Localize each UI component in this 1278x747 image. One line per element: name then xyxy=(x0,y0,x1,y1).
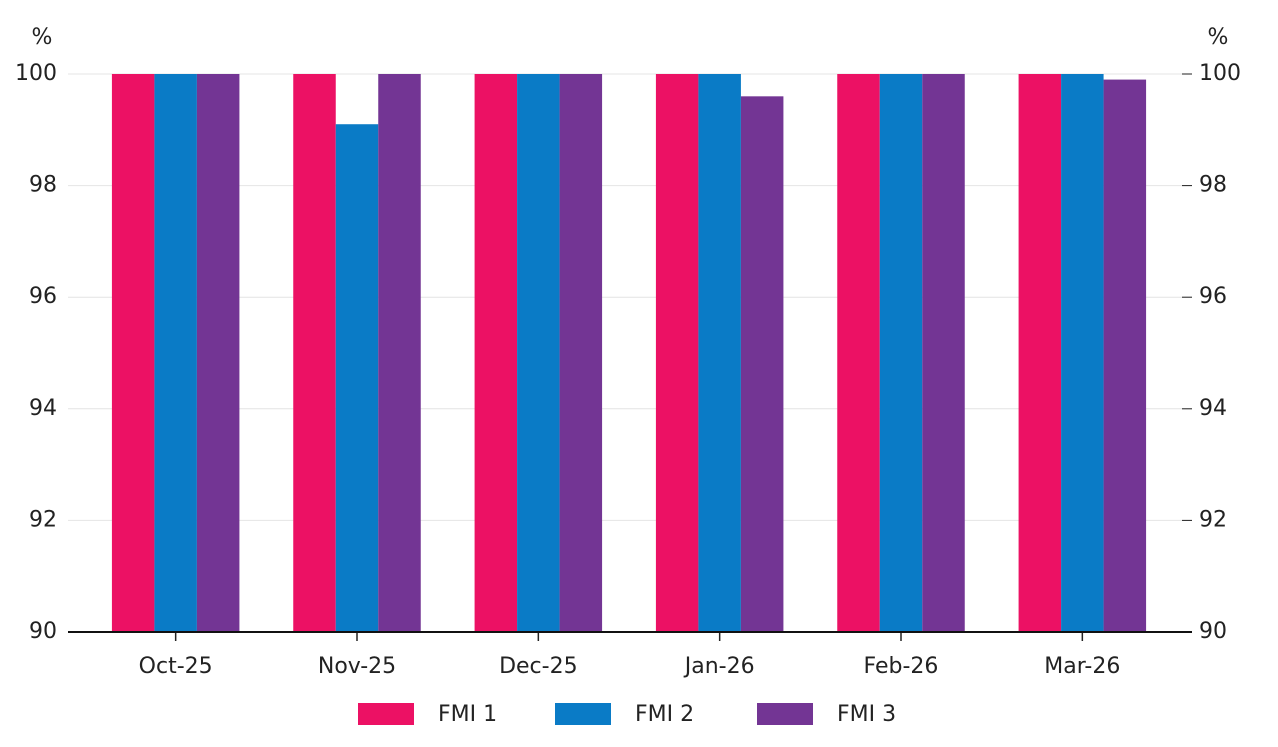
bar xyxy=(655,74,699,632)
y-tick-label: 96 xyxy=(29,284,57,309)
y-tick-label: 94 xyxy=(29,396,57,421)
bar xyxy=(196,74,240,632)
bar xyxy=(111,74,155,632)
bar xyxy=(474,74,518,632)
bar xyxy=(378,74,421,632)
y-tick-label: 100 xyxy=(15,61,57,86)
legend-label: FMI 1 xyxy=(438,702,497,727)
y-tick-label: 92 xyxy=(29,507,57,532)
x-tick-label: Jan-26 xyxy=(683,654,755,679)
bar xyxy=(154,74,197,632)
x-tick-label: Feb-26 xyxy=(864,654,939,679)
bar xyxy=(293,74,336,632)
y-tick-label: 98 xyxy=(29,173,57,198)
y2-tick-label: 90 xyxy=(1199,619,1227,644)
bar xyxy=(335,124,379,632)
bar xyxy=(922,74,965,632)
bar xyxy=(879,74,923,632)
y2-tick-label: 100 xyxy=(1199,61,1241,86)
x-tick-label: Nov-25 xyxy=(318,654,396,679)
y2-tick-label: 96 xyxy=(1199,284,1227,309)
legend-label: FMI 2 xyxy=(635,702,694,727)
bar xyxy=(1018,74,1062,632)
x-tick-label: Dec-25 xyxy=(499,654,578,679)
legend-label: FMI 3 xyxy=(837,702,896,727)
bar xyxy=(740,96,784,632)
y2-tick-label: 98 xyxy=(1199,173,1227,198)
legend-swatch xyxy=(358,703,414,725)
y2-tick-label: 94 xyxy=(1199,396,1227,421)
bar xyxy=(1061,74,1104,632)
bar xyxy=(1103,79,1147,632)
y2-tick-label: 92 xyxy=(1199,507,1227,532)
bar xyxy=(698,74,741,632)
bar xyxy=(837,74,880,632)
bar xyxy=(517,74,560,632)
bar xyxy=(559,74,603,632)
x-tick-label: Oct-25 xyxy=(139,654,213,679)
legend-swatch xyxy=(555,703,611,725)
y-tick-label: 90 xyxy=(29,619,57,644)
x-tick-label: Mar-26 xyxy=(1044,654,1120,679)
y2-axis-label: % xyxy=(1208,25,1229,50)
y-axis-label: % xyxy=(32,25,53,50)
legend-swatch xyxy=(757,703,813,725)
